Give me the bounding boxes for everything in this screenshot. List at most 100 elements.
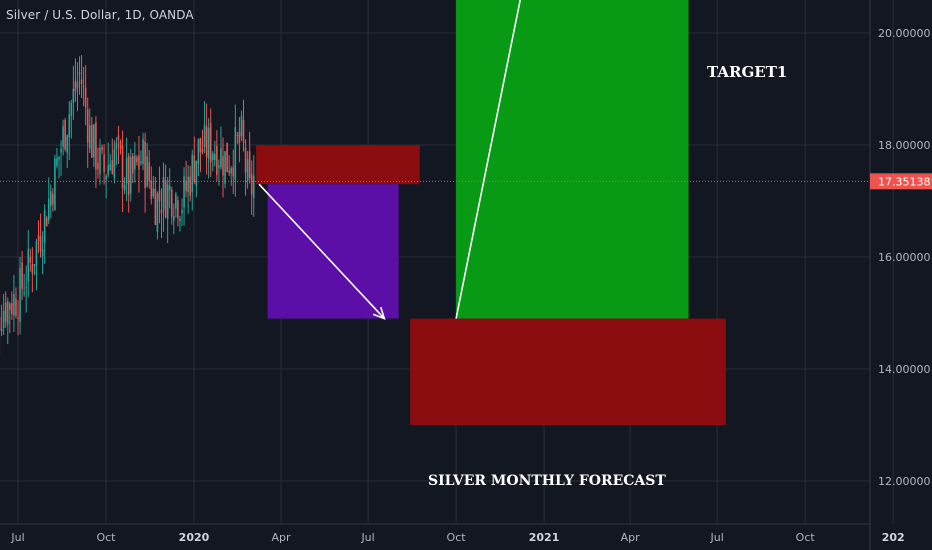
candle [76,62,79,112]
time-tick-label: 202 [882,531,905,544]
price-axis[interactable]: 12.00000 14.00000 16.00000 18.00000 20.00000… [878,0,931,488]
candle [107,142,110,178]
candle [183,167,185,226]
candle [246,151,249,189]
candle [252,155,255,217]
candle [72,65,75,120]
candle [95,116,97,189]
candle [127,152,130,213]
candle [91,116,93,159]
support-box [410,318,726,425]
candle [15,287,17,319]
candle [234,104,237,197]
price-tick-label: 12.00000 [878,475,931,488]
time-axis[interactable]: Jul Oct 2020 Apr Jul Oct 2021 Apr Jul Oct 202 [10,531,904,544]
forecast-zones [256,0,726,425]
candle [119,139,122,155]
candle [250,160,253,216]
candle [39,213,42,258]
candle [244,139,247,196]
candle [248,131,251,184]
candlestick-series [0,54,255,355]
candle [97,147,99,179]
candle [220,126,222,170]
candle [146,142,148,188]
candle [64,117,66,152]
candle [154,177,157,226]
candle [60,140,62,176]
candle [58,156,60,179]
candle [152,176,155,199]
candle [222,137,224,198]
candle [136,155,138,166]
candle [25,265,28,313]
target-label: TARGET1 [707,63,787,81]
candle [93,123,95,168]
candle [37,220,40,253]
candle [140,150,142,166]
symbol-title: Silver / U.S. Dollar, 1D, OANDA [6,8,194,22]
candle [138,135,140,193]
arrow-down-purple [258,183,386,320]
candle [23,273,25,297]
forecast-annotation: SILVER MONTHLY FORECAST [428,473,666,489]
candle [177,196,179,227]
price-tick-label: 18.00000 [878,139,931,152]
candle [195,160,198,198]
candle [56,147,58,169]
candle [150,166,153,205]
candle [191,149,194,211]
candle [211,151,214,172]
candle [62,119,64,156]
candle [224,150,226,189]
candle [68,100,71,161]
candle [240,110,243,141]
candle [4,291,7,328]
candle [199,137,202,173]
candle [193,136,196,184]
candle [189,166,192,202]
candle [170,186,173,225]
candle [148,150,151,189]
candle [203,101,206,154]
candle [142,132,144,171]
candle [207,118,210,179]
price-badges: 26.1089317.35138 [870,173,932,190]
candle [19,257,21,335]
candle [197,138,200,177]
candle [214,140,216,167]
candle [74,58,77,102]
candle [232,149,235,194]
candle [45,215,48,227]
candle [209,108,212,178]
candle [41,231,44,275]
candle [99,139,101,185]
candle [144,132,146,213]
candle [238,117,241,163]
candle [6,297,9,345]
time-tick-label: Oct [447,531,467,544]
candle [201,129,204,155]
candle [236,131,239,145]
candle [205,103,208,175]
candle [111,138,114,175]
svg-text:17.35138: 17.35138 [878,175,931,188]
candle [123,177,126,195]
time-tick-label: Oct [96,531,116,544]
candle [216,130,218,182]
candle [78,56,81,95]
candle [80,54,83,99]
candle [166,176,169,244]
forecast-arrows [258,0,522,320]
candle [54,154,56,211]
candle [242,99,245,152]
candle [2,293,5,336]
time-tick-label: Apr [272,531,292,544]
candle [66,134,69,169]
candle [50,184,52,219]
candle [113,140,116,184]
candle [47,177,50,225]
candle [173,203,175,235]
candle [179,215,181,232]
